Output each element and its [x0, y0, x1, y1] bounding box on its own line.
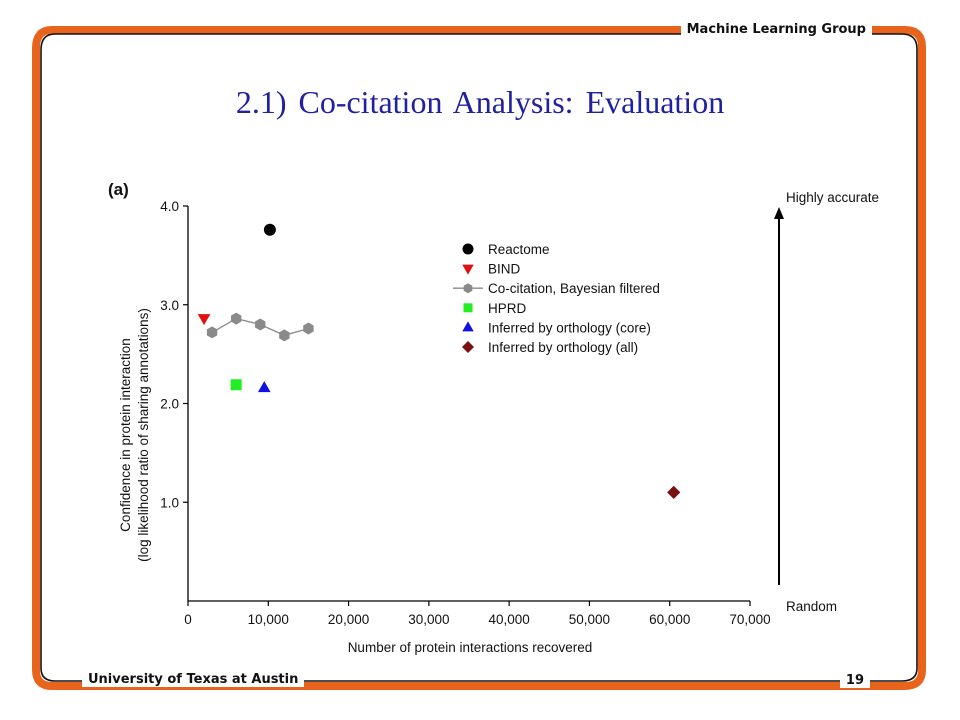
legend-label: HPRD: [488, 301, 527, 316]
y-axis-label-line2: (log likelihood ratio of sharing annotat…: [136, 308, 151, 562]
legend-marker: [463, 303, 473, 313]
legend-marker: [462, 321, 474, 332]
x-tick-label: 10,000: [248, 612, 289, 627]
data-point: [263, 223, 276, 236]
x-tick-label: 0: [184, 612, 192, 627]
plot-area: [197, 223, 681, 499]
data-point: [667, 485, 681, 499]
legend-marker: [463, 283, 473, 294]
y-tick-label: 4.0: [160, 199, 179, 214]
data-point: [279, 329, 290, 342]
legend-marker: [462, 341, 474, 353]
legend-marker: [462, 264, 474, 275]
legend-label: Co-citation, Bayesian filtered: [488, 281, 660, 296]
accuracy-arrow: [774, 207, 784, 585]
arrow-top-label: Highly accurate: [786, 190, 879, 205]
arrow-bottom-label: Random: [786, 599, 837, 614]
page-number: 19: [839, 673, 870, 688]
data-point: [230, 379, 242, 391]
x-tick-label: 40,000: [488, 612, 529, 627]
panel-label: (a): [108, 180, 129, 199]
legend-label: Inferred by orthology (core): [488, 320, 651, 335]
data-point: [257, 381, 271, 393]
header-group-name: Machine Learning Group: [680, 22, 872, 37]
data-point: [303, 322, 314, 335]
x-tick-label: 70,000: [729, 612, 770, 627]
y-tick-label: 1.0: [160, 495, 179, 510]
legend-label: BIND: [488, 262, 521, 277]
x-tick-label: 30,000: [408, 612, 449, 627]
legend-label: Inferred by orthology (all): [488, 340, 638, 355]
slide-title: 2.1) Co-citation Analysis: Evaluation: [235, 84, 725, 120]
data-point: [255, 318, 266, 331]
data-point: [206, 326, 218, 339]
x-tick-label: 20,000: [328, 612, 369, 627]
chart-legend: Reactome BIND Co-citation, Bayesian filter…: [453, 242, 660, 355]
data-point: [197, 314, 211, 326]
x-tick-label: 50,000: [569, 612, 610, 627]
y-tick-label: 3.0: [160, 298, 179, 313]
y-axis-label-line1: Confidence in protein interaction: [118, 338, 133, 532]
scatter-chart: (a) 0 10,000 20,000 30,000 40,000 50,000 60,00…: [108, 180, 879, 655]
chart-ticks: 0 10,000 20,000 30,000 40,000 50,000 60,000 70,…: [160, 199, 770, 627]
footer-university: University of Texas at Austin: [82, 672, 305, 687]
x-tick-label: 60,000: [649, 612, 690, 627]
legend-label: Reactome: [488, 242, 550, 257]
data-point: [230, 312, 242, 325]
legend-marker: [462, 243, 474, 255]
y-tick-label: 2.0: [160, 397, 179, 412]
x-axis-label: Number of protein interactions recovered: [348, 640, 593, 655]
